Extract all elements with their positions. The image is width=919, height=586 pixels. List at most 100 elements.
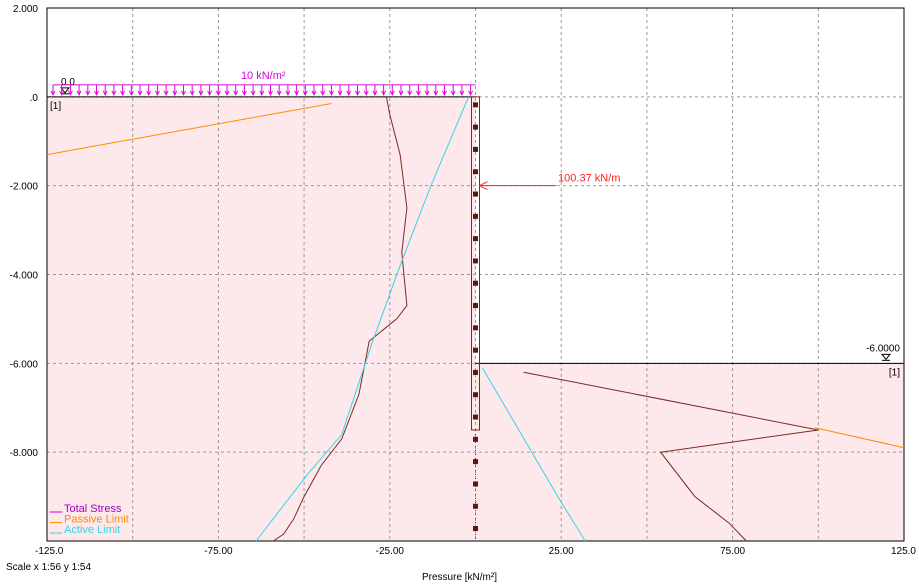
x-tick-label: -25.00 [376,546,405,557]
wall-node [473,169,478,175]
surcharge-arrowhead [198,90,204,96]
surcharge-arrowhead [250,90,256,96]
x-axis-label: Pressure [kN/m²] [421,572,497,583]
wall-node [473,124,478,130]
surcharge-arrowhead [450,90,456,96]
surcharge-arrowhead [224,90,230,96]
ground-level-label: 0.0 [61,77,75,88]
ground-level-label: -6.0000 [866,343,900,354]
surcharge-arrowhead [302,90,308,96]
wall-node [473,414,478,420]
surcharge-arrowhead [189,90,195,96]
soil-region-left [47,96,476,541]
surcharge-arrowhead [172,90,178,96]
y-tick-label: -2.000 [10,182,39,193]
legend-label: Passive Limit [64,514,129,526]
y-tick-label: -4.000 [10,271,39,282]
surcharge-arrowhead [398,90,404,96]
surcharge-arrowhead [433,90,439,96]
surcharge-arrowhead [241,90,247,96]
force-arrowhead [478,181,488,191]
surcharge-arrowhead [207,90,213,96]
surcharge-arrowhead [59,90,65,96]
legend-label: Total Stress [64,503,122,515]
wall-node [473,146,478,152]
surcharge-arrowhead [181,90,186,96]
wall-node [473,236,478,242]
ground-level-marker-icon [880,353,892,361]
surcharge-arrowhead [259,90,265,96]
surcharge-arrowhead [459,90,465,96]
surcharge-arrowhead [328,90,334,96]
wall-node [473,280,478,286]
surcharge-arrowhead [468,90,474,96]
wall-node [473,392,478,398]
surcharge-arrowhead [294,90,300,96]
ground-level-marker-icon [59,87,71,94]
y-tick-label: .0 [30,93,39,104]
surcharge-arrowhead [285,90,291,96]
y-tick-label: 2.000 [13,4,38,15]
surcharge-arrowhead [268,90,273,96]
surcharge-arrowhead [102,90,108,96]
total-stress-line [523,371,819,542]
active-limit-line [481,367,586,542]
surcharge-arrowhead [233,90,239,96]
wall-node [473,213,478,219]
surcharge-arrowhead [67,90,73,96]
surcharge-arrowhead [415,90,421,96]
x-tick-label: -75.00 [204,546,233,557]
surcharge-arrowhead [389,90,395,96]
x-tick-label: -125.0 [35,546,64,557]
wall-node [473,303,478,309]
surcharge-arrowhead [85,90,91,96]
wall-node [473,459,478,465]
y-tick-label: -6.000 [10,359,39,370]
total-stress-line [272,96,408,542]
surcharge-arrowhead [424,90,430,96]
surcharge-arrowhead [311,90,317,96]
soil-layer-label: [1] [50,101,61,112]
surcharge-arrowhead [137,90,143,96]
x-tick-label: 75.00 [720,546,745,557]
surcharge-arrowhead [76,90,82,96]
surcharge-arrowhead [442,90,447,96]
surcharge-arrowhead [120,90,126,96]
x-tick-label: 25.00 [549,546,574,557]
soil-layer-label: [1] [889,367,900,378]
surcharge-label: 10 kN/m² [241,70,286,82]
surcharge-arrowhead [276,90,282,96]
wall-node [473,526,478,532]
wall-node [473,369,478,375]
surcharge-arrowhead [407,90,413,96]
surcharge-arrowhead [94,90,99,96]
surcharge-arrowhead [372,90,378,96]
wall-node [473,258,478,264]
wall-node [473,503,478,509]
wall-node [473,347,478,353]
surcharge-arrowhead [363,90,369,96]
y-tick-label: -8.000 [10,448,39,459]
wall-node [473,481,478,487]
surcharge-arrowhead [154,90,160,96]
surcharge-arrowhead [163,90,169,96]
legend-label: Active Limit [64,524,120,536]
passive-limit-line [46,103,332,156]
passive-limit-line [814,427,905,449]
active-limit-line [255,96,470,542]
surcharge-arrowhead [111,90,117,96]
surcharge-arrowhead [50,90,56,96]
wall-node [473,191,478,197]
surcharge-arrowhead [346,90,352,96]
surcharge-arrowhead [337,90,343,96]
surcharge-arrowhead [128,90,134,96]
force-label: 100.37 kN/m [558,173,620,185]
surcharge-arrowhead [215,90,221,96]
wall-node [473,436,478,442]
plot-frame [46,7,905,542]
scale-label: Scale x 1:56 y 1:54 [6,562,92,573]
surcharge-arrowhead [355,90,360,96]
surcharge-arrowhead [146,90,152,96]
surcharge-arrowhead [381,90,387,96]
